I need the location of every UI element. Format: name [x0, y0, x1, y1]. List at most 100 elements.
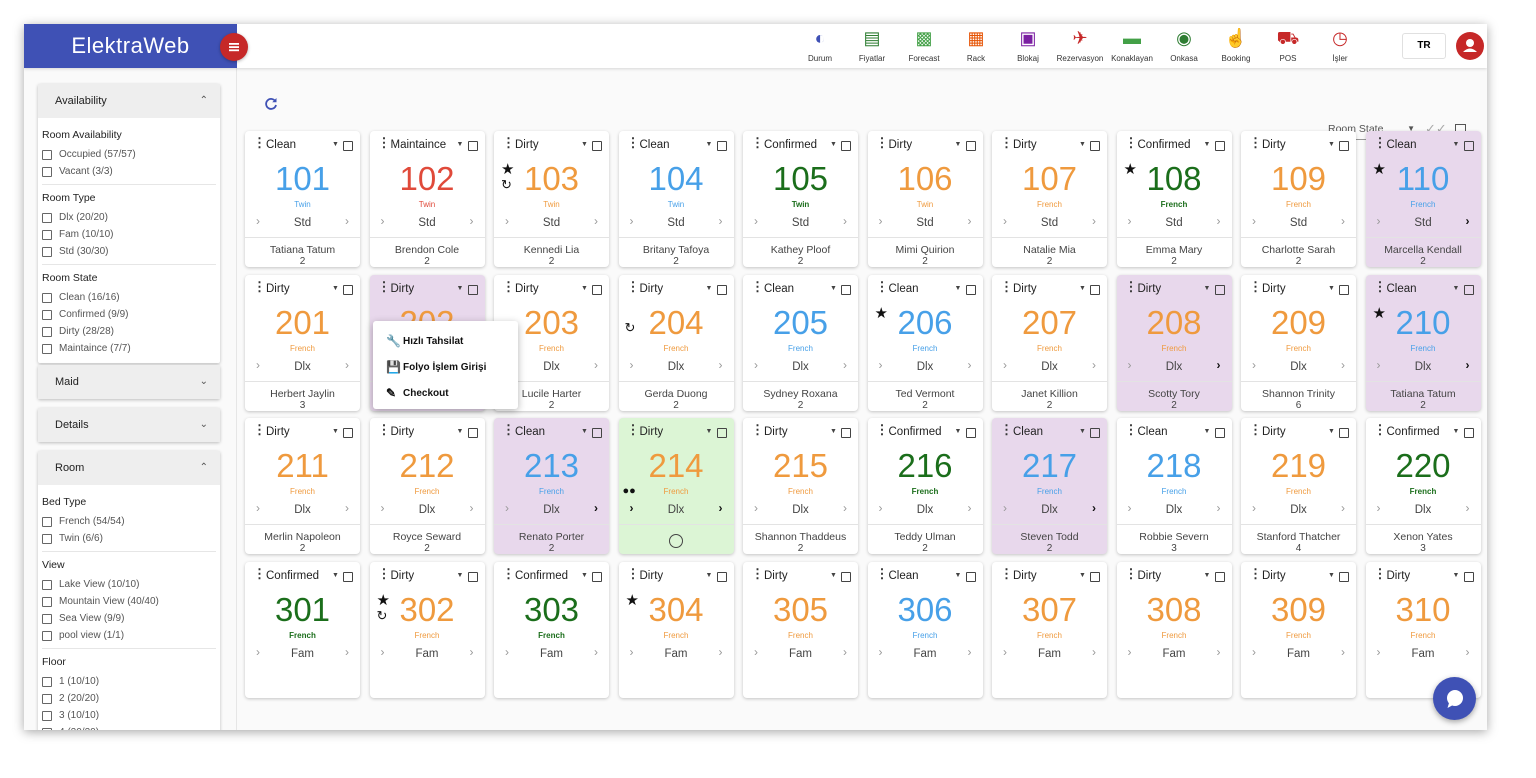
filter-option[interactable]: Std (30/30) — [42, 243, 216, 260]
more-vert-icon[interactable]: ⋮ — [1124, 565, 1138, 581]
room-select-checkbox[interactable] — [343, 428, 353, 438]
nav-rack[interactable]: ▦ Rack — [950, 24, 1002, 68]
chevron-right-icon[interactable]: › — [718, 644, 723, 659]
room-card-303[interactable]: ⋮ Confirmed ▼ 303 French › Fam › — [494, 561, 609, 698]
caret-down-icon[interactable]: ▼ — [705, 284, 713, 292]
filter-checkbox[interactable] — [42, 579, 52, 590]
chevron-left-icon[interactable]: › — [754, 501, 758, 515]
more-vert-icon[interactable]: ⋮ — [1249, 135, 1262, 150]
room-select-checkbox[interactable] — [1339, 428, 1349, 438]
more-vert-icon[interactable]: ⋮ — [502, 135, 515, 150]
caret-down-icon[interactable]: ▼ — [1079, 141, 1086, 148]
chevron-right-icon[interactable]: › — [1092, 644, 1096, 659]
room-card-109[interactable]: ⋮ Dirty ▼ 109 French › Std › Charlotte Sarah 2 — [1241, 131, 1356, 267]
nav-konaklayan[interactable]: ▬ Konaklayan — [1106, 24, 1158, 68]
filter-checkbox[interactable] — [42, 326, 52, 337]
room-select-checkbox[interactable] — [1090, 428, 1100, 438]
room-select-checkbox[interactable] — [467, 284, 478, 295]
more-vert-icon[interactable]: ⋮ — [751, 278, 764, 294]
more-vert-icon[interactable]: ⋮ — [875, 565, 889, 581]
chevron-left-icon[interactable]: › — [1252, 214, 1256, 228]
filter-checkbox[interactable] — [42, 212, 52, 223]
chevron-left-icon[interactable]: › — [1376, 644, 1381, 659]
caret-down-icon[interactable]: ▼ — [332, 428, 339, 435]
chevron-right-icon[interactable]: › — [718, 214, 723, 228]
caret-down-icon[interactable]: ▼ — [1328, 141, 1335, 148]
caret-down-icon[interactable]: ▼ — [456, 428, 464, 435]
caret-down-icon[interactable]: ▼ — [954, 571, 962, 579]
room-card-218[interactable]: ⋮ Clean ▼ 218 French › Dlx › Robbie Severn 3 — [1116, 418, 1232, 554]
chevron-left-icon[interactable]: › — [1252, 501, 1256, 515]
filter-option[interactable]: Dirty (28/28) — [42, 323, 216, 340]
vacant-circle-icon[interactable] — [668, 534, 683, 548]
room-card-106[interactable]: ⋮ Dirty ▼ 106 Twin › Std › Mimi Quirion 2 — [867, 131, 983, 267]
chevron-left-icon[interactable]: › — [1376, 501, 1381, 515]
chevron-left-icon[interactable]: › — [1003, 501, 1007, 515]
availability-panel-header[interactable]: Availability ⌃ — [38, 84, 220, 118]
filter-checkbox[interactable] — [42, 292, 52, 303]
chevron-right-icon[interactable]: › — [594, 357, 598, 372]
room-select-checkbox[interactable] — [1214, 428, 1225, 438]
room-card-210[interactable]: ⋮ Clean ▼ 210 French › Dlx › Tatiana Tatum 2 ★ — [1365, 274, 1481, 411]
caret-down-icon[interactable]: ▼ — [332, 141, 339, 148]
chevron-right-icon[interactable]: › — [843, 214, 847, 228]
room-select-checkbox[interactable] — [1090, 141, 1100, 151]
room-select-checkbox[interactable] — [343, 284, 353, 295]
caret-down-icon[interactable]: ▼ — [332, 571, 339, 579]
chevron-right-icon[interactable]: › — [1465, 644, 1470, 659]
more-vert-icon[interactable]: ⋮ — [751, 565, 764, 581]
room-select-checkbox[interactable] — [965, 141, 976, 151]
filter-option[interactable]: Occupied (57/57) — [42, 146, 216, 163]
more-vert-icon[interactable]: ⋮ — [626, 422, 640, 437]
chevron-right-icon[interactable]: › — [1092, 214, 1096, 228]
caret-down-icon[interactable]: ▼ — [830, 141, 837, 148]
more-vert-icon[interactable]: ⋮ — [1249, 278, 1262, 294]
caret-down-icon[interactable]: ▼ — [1328, 284, 1335, 292]
filter-option[interactable]: Maintaince (7/7) — [42, 340, 216, 357]
more-vert-icon[interactable]: ⋮ — [502, 565, 515, 581]
nav-booking[interactable]: ☝ Booking — [1210, 24, 1262, 68]
more-vert-icon[interactable]: ⋮ — [377, 565, 391, 581]
room-card-307[interactable]: ⋮ Dirty ▼ 307 French › Fam › — [992, 561, 1107, 698]
nav-i-ler[interactable]: ◷ İşler — [1314, 24, 1366, 68]
chevron-left-icon[interactable]: › — [505, 501, 509, 515]
maid-panel-header[interactable]: Maid ⌄ — [38, 365, 220, 399]
chevron-right-icon[interactable]: › — [1092, 357, 1096, 372]
quick-payment-menu-item[interactable]: 🔧 Hızlı Tahsilat — [373, 328, 518, 354]
chevron-left-icon[interactable]: › — [1127, 644, 1132, 659]
chevron-right-icon[interactable]: › — [718, 357, 723, 372]
chevron-right-icon[interactable]: › — [1216, 214, 1221, 228]
chevron-right-icon[interactable]: › — [1092, 501, 1096, 515]
more-vert-icon[interactable]: ⋮ — [875, 278, 889, 294]
chevron-right-icon[interactable]: › — [469, 501, 474, 515]
room-card-213[interactable]: ⋮ Clean ▼ 213 French › Dlx › Renato Porter 2 — [494, 418, 609, 554]
refresh-button[interactable] — [263, 96, 279, 117]
filter-checkbox[interactable] — [42, 596, 52, 607]
room-card-108[interactable]: ⋮ Confirmed ▼ 108 French › Std › Emma Mary 2 ★ — [1116, 131, 1232, 267]
chevron-left-icon[interactable]: › — [256, 357, 260, 372]
room-select-checkbox[interactable] — [1339, 284, 1349, 295]
chevron-right-icon[interactable]: › — [1465, 214, 1470, 228]
chevron-left-icon[interactable]: › — [1003, 214, 1007, 228]
more-vert-icon[interactable]: ⋮ — [1373, 135, 1387, 150]
room-select-checkbox[interactable] — [1463, 284, 1474, 295]
room-select-checkbox[interactable] — [592, 141, 602, 151]
room-select-checkbox[interactable] — [1214, 284, 1225, 295]
caret-down-icon[interactable]: ▼ — [954, 141, 962, 148]
filter-option[interactable]: Lake View (10/10) — [42, 576, 216, 593]
details-panel-header[interactable]: Details ⌄ — [38, 408, 220, 442]
nav-durum[interactable]: ◐ Durum — [794, 24, 846, 68]
chevron-right-icon[interactable]: › — [1341, 644, 1345, 659]
caret-down-icon[interactable]: ▼ — [1203, 284, 1211, 292]
filter-option[interactable]: Vacant (3/3) — [42, 163, 216, 180]
room-card-102[interactable]: ⋮ Maintaince ▼ 102 Twin › Std › Brendon Cole 2 — [369, 131, 485, 267]
more-vert-icon[interactable]: ⋮ — [377, 135, 391, 150]
filter-option[interactable]: 3 (10/10) — [42, 707, 216, 724]
chevron-right-icon[interactable]: › — [843, 644, 847, 659]
chevron-left-icon[interactable]: › — [505, 214, 509, 228]
chevron-right-icon[interactable]: › — [594, 644, 598, 659]
room-select-checkbox[interactable] — [965, 571, 976, 582]
more-vert-icon[interactable]: ⋮ — [253, 422, 266, 437]
room-card-209[interactable]: ⋮ Dirty ▼ 209 French › Dlx › Shannon Trinity 6 — [1241, 274, 1356, 411]
chevron-right-icon[interactable]: › — [1216, 644, 1221, 659]
